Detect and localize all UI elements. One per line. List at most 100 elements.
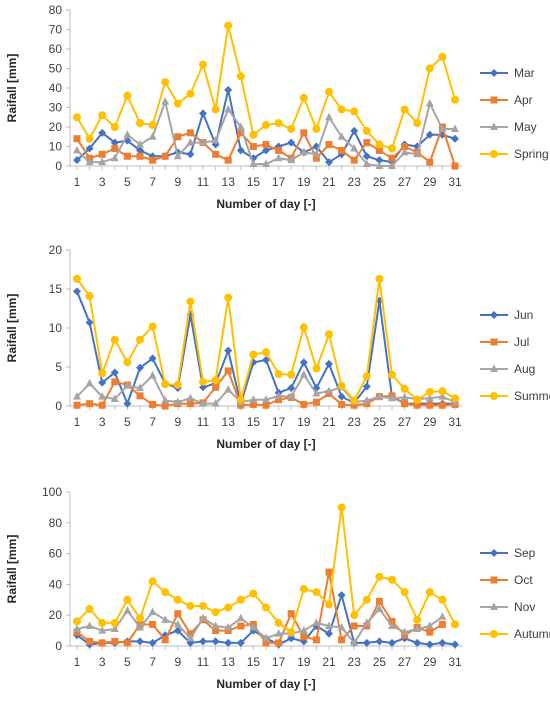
y-tick-label: 20 [49, 120, 63, 134]
data-point-sep [388, 638, 396, 647]
y-tick-label: 10 [49, 321, 63, 335]
data-point-spring [312, 124, 321, 133]
data-point-aug [312, 389, 321, 397]
data-point-sep [211, 637, 220, 646]
data-point-aug [438, 392, 447, 400]
data-point-may [413, 149, 422, 158]
data-point-jul [136, 392, 144, 400]
data-point-spring [211, 105, 220, 114]
x-tick-label: 27 [398, 175, 412, 189]
x-tick-label: 13 [222, 175, 236, 189]
data-point-jul [262, 401, 270, 409]
data-point-apr [224, 156, 232, 164]
data-point-apr [212, 150, 220, 158]
data-point-aug [148, 371, 157, 379]
data-point-autumn [388, 575, 396, 584]
data-point-oct [426, 628, 434, 636]
data-point-aug [123, 381, 132, 389]
x-tick-label: 21 [322, 415, 336, 429]
x-tick-label: 5 [124, 655, 131, 669]
data-point-aug [85, 378, 94, 387]
data-point-jul [149, 400, 157, 408]
x-tick-label: 25 [373, 175, 387, 189]
data-point-jul [275, 396, 283, 404]
series-line-autumn [76, 506, 456, 634]
data-point-summer [173, 380, 182, 389]
data-point-nov [136, 623, 144, 631]
data-point-may [362, 159, 371, 168]
data-point-jun [325, 359, 333, 368]
data-point-sep [451, 640, 459, 649]
data-point-nov [438, 612, 447, 620]
data-point-summer [337, 381, 346, 390]
legend-item-oct: Oct [480, 573, 533, 587]
data-point-mar [262, 146, 270, 155]
data-point-autumn [312, 588, 321, 597]
y-tick-label: 40 [49, 577, 63, 591]
legend-swatch-marker [490, 364, 498, 372]
data-point-nov [413, 624, 422, 633]
data-point-jul [186, 400, 194, 408]
data-point-oct [161, 636, 169, 644]
data-point-spring [224, 21, 233, 30]
data-point-jun [299, 358, 308, 367]
data-point-mar [375, 156, 384, 165]
data-point-oct [73, 628, 81, 636]
x-tick-label: 21 [322, 175, 336, 189]
data-point-sep [224, 638, 233, 647]
data-point-summer [148, 322, 157, 331]
data-point-autumn [236, 595, 245, 604]
data-point-nov [110, 624, 119, 633]
x-tick-label: 21 [322, 655, 336, 669]
series-may [73, 97, 459, 169]
legend-label: Autumn [514, 627, 550, 641]
data-point-may [299, 147, 308, 156]
data-point-spring [199, 60, 207, 69]
data-point-nov [98, 626, 107, 634]
data-point-aug [224, 385, 233, 393]
data-point-apr [350, 156, 358, 164]
data-point-sep [425, 640, 434, 649]
data-point-may [337, 132, 346, 140]
data-point-oct [224, 627, 232, 635]
x-tick-label: 1 [74, 415, 81, 429]
data-point-sep [438, 638, 447, 647]
data-point-spring [413, 119, 422, 128]
data-point-aug [161, 396, 170, 404]
data-point-oct [174, 610, 182, 618]
data-point-jun [123, 399, 132, 408]
data-point-sep [199, 637, 207, 646]
data-point-mar [287, 138, 296, 147]
x-tick-label: 23 [348, 655, 362, 669]
x-axis-title: Number of day [-] [216, 437, 315, 451]
data-point-nov [350, 638, 359, 646]
data-point-jul [350, 401, 358, 409]
data-point-mar [199, 109, 207, 118]
x-tick-label: 7 [149, 175, 156, 189]
data-point-oct [237, 622, 245, 630]
data-point-oct [375, 597, 383, 605]
legend-label: Oct [514, 573, 533, 587]
data-point-jul [413, 401, 421, 409]
data-point-spring [287, 124, 296, 133]
x-tick-label: 19 [297, 655, 311, 669]
data-point-spring [236, 72, 245, 81]
legend-item-autumn: Autumn [480, 627, 550, 641]
data-point-aug [249, 395, 258, 403]
data-point-spring [161, 78, 170, 87]
data-point-nov [123, 606, 132, 614]
data-point-mar [186, 150, 195, 159]
data-point-oct [325, 568, 333, 576]
data-point-summer [312, 364, 321, 373]
data-point-oct [98, 639, 106, 647]
data-point-aug [388, 393, 396, 402]
legend-swatch-marker [490, 602, 498, 610]
data-point-summer [161, 380, 170, 389]
data-point-may [375, 161, 384, 169]
data-point-jul [438, 401, 446, 409]
data-point-jun [287, 384, 296, 393]
data-point-summer [136, 335, 144, 344]
data-point-nov [249, 623, 258, 631]
